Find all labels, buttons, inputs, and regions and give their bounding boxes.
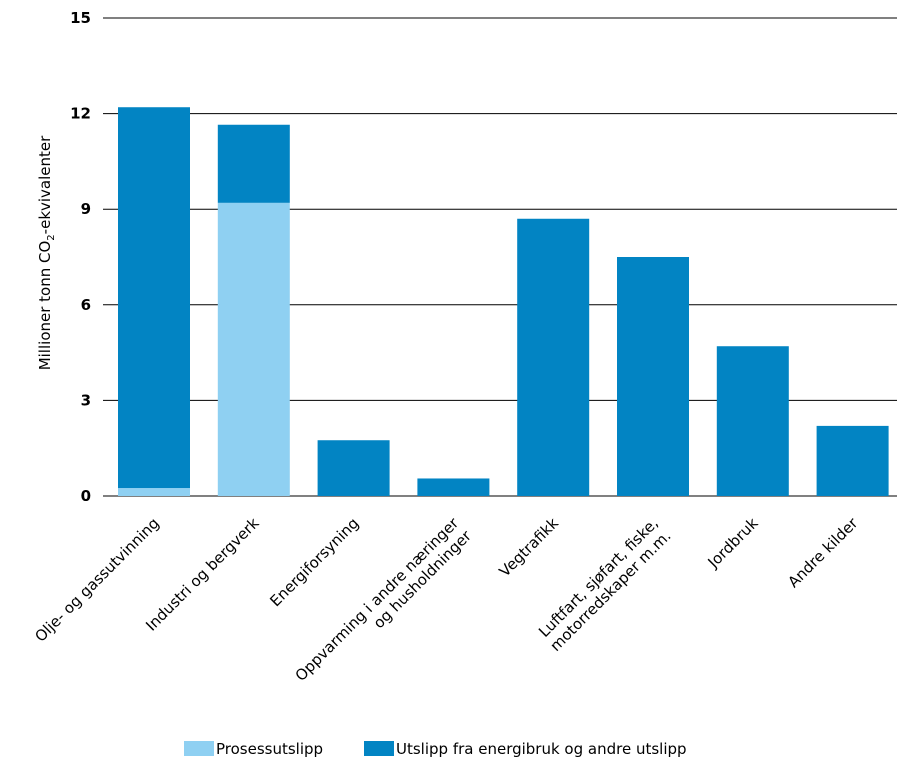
bars (118, 107, 889, 496)
bar-segment-energibruk (716, 346, 789, 496)
y-axis-label-suffix: -ekvivalenter (36, 135, 54, 234)
x-tick-label: Andre kilder (784, 514, 862, 592)
x-tick-label: Luftfart, sjøfart, fiske,motorredskaper … (534, 514, 675, 655)
x-tick-label: Olje- og gassutvinning (31, 514, 163, 646)
legend: Prosessutslipp Utslipp fra energibruk og… (184, 740, 687, 758)
x-tick-label: Jordbruk (704, 514, 762, 572)
legend-swatch-energibruk (364, 741, 394, 756)
bar-segment-energibruk (217, 124, 290, 203)
y-tick-label: 12 (70, 105, 91, 123)
y-tick-label: 9 (81, 200, 91, 218)
bar-segment-prosessutslipp (118, 488, 190, 496)
bar-segment-energibruk (118, 107, 190, 489)
x-tick-label: Oppvarming i andre næringerog husholdnin… (292, 514, 476, 698)
x-tick-label: Industri og bergverk (142, 514, 263, 635)
bar-segment-energibruk (417, 478, 490, 496)
bar-segment-energibruk (816, 425, 889, 496)
y-axis-label-subscript: 2 (46, 234, 57, 240)
y-tick-label: 15 (70, 9, 91, 27)
y-axis-label: Millioner tonn CO2-ekvivalenter (36, 135, 57, 370)
y-tick-label: 0 (81, 487, 91, 505)
y-tick-labels: 0 3 6 9 12 15 (70, 9, 91, 505)
x-tick-label: Energiforsyning (266, 514, 362, 610)
bar-segment-energibruk (617, 257, 689, 496)
bar-segment-energibruk (517, 218, 590, 496)
legend-label-prosessutslipp: Prosessutslipp (216, 740, 323, 758)
y-tick-label: 6 (81, 296, 91, 314)
y-tick-label: 3 (81, 391, 91, 409)
y-axis-label-main: Millioner tonn CO (36, 241, 54, 371)
legend-swatch-prosessutslipp (184, 741, 214, 756)
legend-label-energibruk: Utslipp fra energibruk og andre utslipp (396, 740, 687, 758)
bar-segment-energibruk (317, 440, 390, 496)
x-tick-label: Vegtrafikk (496, 514, 563, 581)
bar-segment-prosessutslipp (217, 202, 290, 496)
